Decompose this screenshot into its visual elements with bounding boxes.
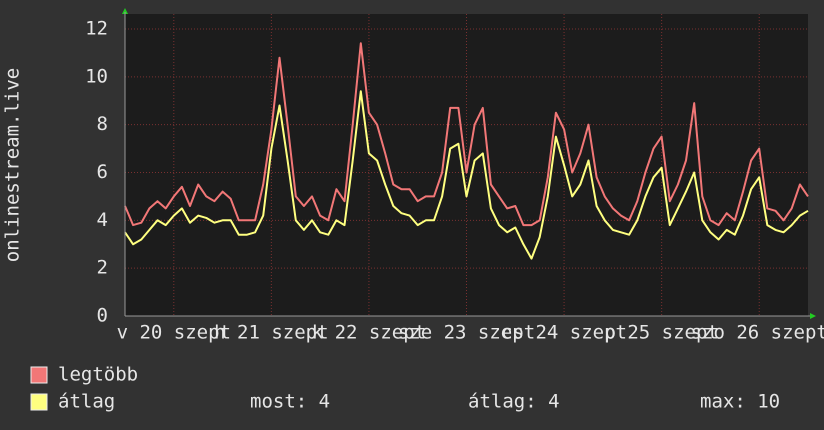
y-tick-label: 0 <box>97 305 108 327</box>
x-tick-label: v 20 szept <box>117 322 231 344</box>
axis-arrow <box>810 313 816 319</box>
x-tick-label: sze 23 szept <box>398 322 535 344</box>
legend-label: legtöbb <box>58 364 138 386</box>
y-tick-label: 12 <box>85 18 108 40</box>
y-tick-label: 2 <box>97 257 108 279</box>
x-tick-label: p 25 szept <box>604 322 718 344</box>
series-line <box>124 42 809 227</box>
series-line <box>124 90 809 260</box>
stat-label: átlag: 4 <box>468 391 560 413</box>
stat-label: max: 10 <box>700 391 780 413</box>
stat-label: most: 4 <box>250 391 330 413</box>
legend-swatch <box>30 393 48 411</box>
x-tick-label: szo 26 szept <box>691 322 824 344</box>
x-tick-label: cs 24 szept <box>501 322 627 344</box>
y-tick-label: 4 <box>97 209 108 231</box>
y-axis-label: onlinestream.live <box>2 68 24 262</box>
x-tick-label: k 22 szept <box>312 322 426 344</box>
legend-label: átlag <box>58 391 115 413</box>
legend-swatch <box>30 366 48 384</box>
x-tick-label: h 21 szept <box>214 322 328 344</box>
axis-arrow <box>122 8 128 14</box>
y-tick-label: 6 <box>97 161 108 183</box>
y-tick-label: 10 <box>85 65 108 87</box>
y-tick-label: 8 <box>97 113 108 135</box>
